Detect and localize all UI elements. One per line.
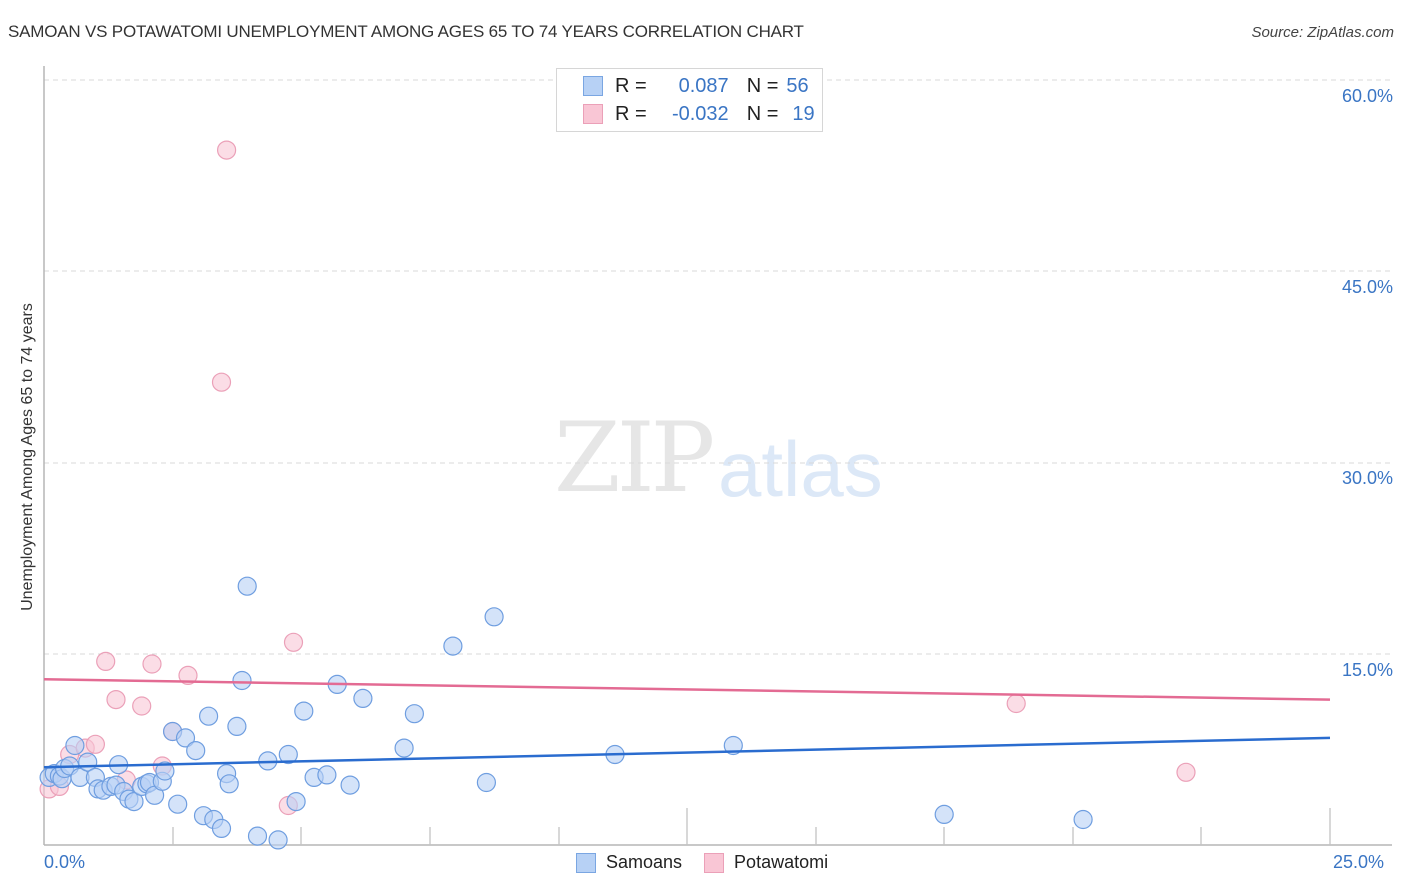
samoan-point <box>168 794 188 814</box>
trend-lines <box>43 678 1331 769</box>
samoan-point <box>155 761 175 781</box>
potawatomi-point <box>178 665 198 686</box>
source-credit: Source: ZipAtlas.com <box>1251 24 1394 41</box>
x-ticks <box>172 808 1331 845</box>
legend-label: Samoans <box>606 852 683 872</box>
r-value: 0.087 <box>678 74 729 97</box>
samoan-point <box>1073 809 1093 830</box>
n-value: 56 <box>786 74 809 97</box>
potawatomi-point <box>217 140 237 160</box>
y-axis-label: Unemployment Among Ages 65 to 74 years <box>19 303 36 611</box>
correlation-legend: R = 0.087 N = 56 R = -0.032 N = 19 <box>556 68 823 132</box>
r-label: R = <box>615 74 647 97</box>
gridlines <box>44 79 1392 655</box>
legend-item-potawatomi[interactable]: Potawatomi <box>704 852 828 873</box>
samoan-point <box>65 735 85 756</box>
potawatomi-swatch-icon <box>704 852 725 873</box>
samoans-swatch-icon <box>576 852 596 873</box>
series-legend: Samoans Potawatomi <box>576 852 850 873</box>
samoan-point <box>219 774 239 794</box>
axis-lines <box>43 66 1392 846</box>
samoan-point <box>268 830 288 850</box>
samoan-point <box>484 607 504 627</box>
y-tick-45: 45.0% <box>1341 277 1393 297</box>
samoan-point <box>278 744 298 765</box>
samoan-point <box>723 735 743 756</box>
legend-label: Potawatomi <box>734 852 829 872</box>
samoans-swatch-icon <box>583 76 603 96</box>
samoan-point <box>353 688 373 709</box>
legend-row-samoans: R = 0.087 N = 56 <box>583 73 809 99</box>
samoan-point <box>317 765 337 785</box>
watermark-zip: ZIP <box>554 402 715 514</box>
samoan-point <box>394 738 414 758</box>
samoan-point <box>227 716 247 737</box>
chart-title: SAMOAN VS POTAWATOMI UNEMPLOYMENT AMONG … <box>8 22 804 41</box>
samoan-point <box>294 701 314 721</box>
x-tick-0: 0.0% <box>44 852 86 872</box>
y-tick-60: 60.0% <box>1341 86 1393 106</box>
samoan-point <box>476 772 496 793</box>
samoan-point <box>404 704 424 724</box>
n-label: N = <box>746 102 779 125</box>
samoan-point <box>443 636 463 656</box>
potawatomi-point <box>132 696 152 716</box>
samoan-point <box>124 791 144 812</box>
samoans-points <box>39 576 1093 850</box>
potawatomi-point <box>96 651 116 672</box>
y-tick-15: 15.0% <box>1341 660 1393 680</box>
samoan-point <box>199 706 219 726</box>
samoan-point <box>934 804 954 825</box>
watermark-atlas: atlas <box>718 425 883 513</box>
r-value: -0.032 <box>671 102 729 125</box>
potawatomi-point <box>142 654 162 674</box>
potawatomi-point <box>85 734 106 754</box>
samoan-point <box>186 740 206 761</box>
legend-item-samoans[interactable]: Samoans <box>576 852 682 873</box>
samoan-point <box>232 670 252 691</box>
samoan-point <box>286 791 306 812</box>
y-tick-30: 30.0% <box>1341 468 1393 488</box>
potawatomi-point <box>1006 693 1026 714</box>
legend-row-potawatomi: R = -0.032 N = 19 <box>583 101 815 127</box>
n-label: N = <box>746 74 779 97</box>
samoan-point <box>175 728 196 748</box>
potawatomi-point <box>211 372 232 392</box>
samoan-point <box>237 576 257 596</box>
potawatomi-swatch-icon <box>583 104 603 124</box>
potawatomi-trend-line <box>43 678 1331 701</box>
potawatomi-point <box>106 689 126 710</box>
n-value: 19 <box>792 102 815 125</box>
potawatomi-point <box>283 632 304 652</box>
samoan-trend-line <box>43 736 1331 769</box>
r-label: R = <box>615 102 647 125</box>
x-tick-25: 25.0% <box>1333 852 1385 872</box>
samoan-point <box>247 826 268 846</box>
samoan-point <box>340 775 360 795</box>
samoan-point <box>211 818 232 839</box>
potawatomi-point <box>1176 762 1196 782</box>
